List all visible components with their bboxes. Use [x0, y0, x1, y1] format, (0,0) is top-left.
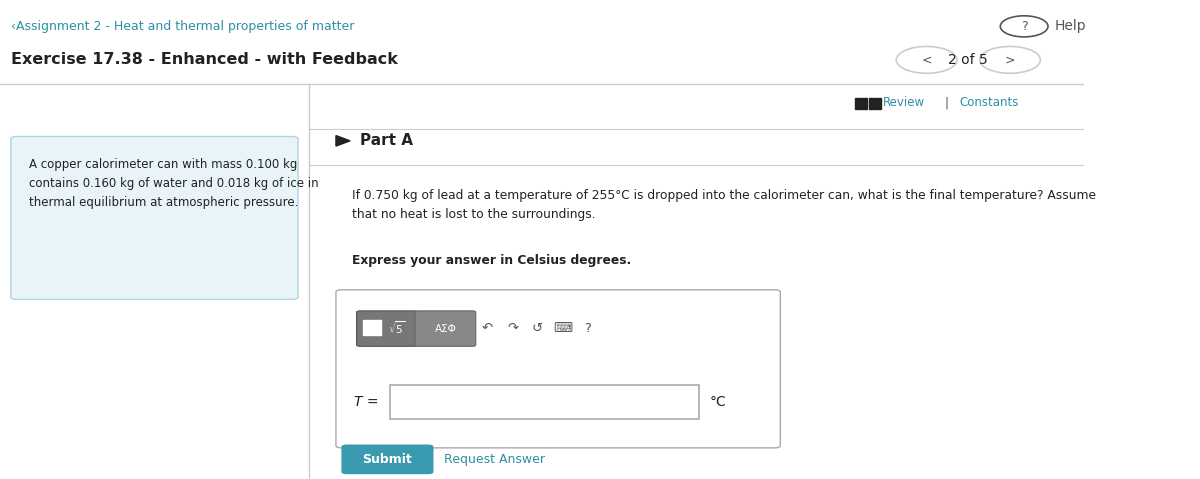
Bar: [364, 320, 382, 335]
Text: Submit: Submit: [362, 453, 413, 466]
Text: <: <: [922, 53, 932, 67]
Text: If 0.750 kg of lead at a temperature of 255°C is dropped into the calorimeter ca: If 0.750 kg of lead at a temperature of …: [353, 189, 1097, 221]
Text: ?: ?: [1021, 20, 1027, 33]
Text: Exercise 17.38 - Enhanced - with Feedback: Exercise 17.38 - Enhanced - with Feedbac…: [11, 52, 397, 68]
Text: Constants: Constants: [959, 96, 1019, 110]
Text: Request Answer: Request Answer: [444, 453, 545, 466]
Text: °C: °C: [710, 395, 727, 409]
Text: 2 of 5: 2 of 5: [948, 53, 988, 67]
FancyBboxPatch shape: [11, 137, 298, 299]
Text: A copper calorimeter can with mass 0.100 kg
contains 0.160 kg of water and 0.018: A copper calorimeter can with mass 0.100…: [29, 158, 319, 209]
Text: T =: T =: [354, 395, 379, 409]
Text: ↷: ↷: [508, 322, 518, 335]
Text: Help: Help: [1055, 19, 1086, 34]
Text: ↶: ↶: [482, 322, 493, 335]
Text: ⌨: ⌨: [553, 322, 572, 335]
FancyBboxPatch shape: [415, 311, 475, 346]
Text: ↺: ↺: [532, 322, 544, 335]
Text: Express your answer in Celsius degrees.: Express your answer in Celsius degrees.: [353, 254, 631, 267]
Text: >: >: [1004, 53, 1015, 67]
FancyBboxPatch shape: [356, 311, 418, 346]
FancyBboxPatch shape: [341, 445, 433, 474]
Bar: [869, 98, 881, 109]
Bar: [856, 98, 866, 109]
Polygon shape: [336, 136, 350, 146]
FancyBboxPatch shape: [336, 290, 780, 448]
FancyBboxPatch shape: [390, 385, 700, 419]
Text: ΑΣΦ: ΑΣΦ: [434, 324, 456, 333]
Text: ?: ?: [584, 322, 590, 335]
Text: |: |: [944, 96, 948, 110]
Text: Part A: Part A: [360, 133, 413, 148]
Text: ‹Assignment 2 - Heat and thermal properties of matter: ‹Assignment 2 - Heat and thermal propert…: [11, 20, 354, 33]
Text: $\sqrt{5}$: $\sqrt{5}$: [388, 319, 406, 336]
Text: Review: Review: [883, 96, 925, 110]
